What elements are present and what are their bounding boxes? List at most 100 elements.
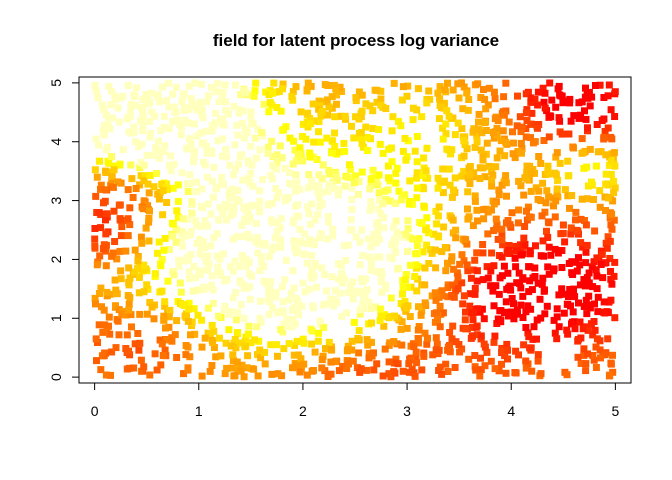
data-point <box>203 284 211 291</box>
data-point <box>323 134 331 142</box>
data-point <box>318 364 326 372</box>
data-point <box>409 104 417 112</box>
data-point <box>472 366 480 374</box>
data-point <box>502 79 510 87</box>
data-point <box>212 88 220 96</box>
data-point <box>534 357 542 365</box>
data-point <box>552 103 560 111</box>
data-point <box>148 108 156 116</box>
y-tick-label: 1 <box>48 314 64 322</box>
data-point <box>415 235 423 243</box>
data-point <box>310 138 318 146</box>
data-point <box>511 254 519 262</box>
data-point <box>156 336 164 344</box>
data-point <box>264 143 272 151</box>
data-point <box>197 243 205 251</box>
data-point <box>377 312 385 320</box>
data-point <box>246 179 254 187</box>
data-point <box>433 340 441 348</box>
data-point <box>169 184 177 192</box>
data-point <box>418 219 426 227</box>
data-point <box>570 285 577 293</box>
data-point <box>452 234 460 242</box>
data-point <box>179 301 187 309</box>
data-point <box>375 171 383 179</box>
y-tick-label: 4 <box>48 138 64 146</box>
data-point <box>174 197 182 205</box>
data-point <box>433 220 441 228</box>
data-point <box>315 97 323 105</box>
data-point <box>92 300 99 308</box>
data-point <box>392 169 400 177</box>
data-point <box>435 233 443 241</box>
data-point <box>367 243 375 251</box>
data-point <box>564 330 572 338</box>
data-point <box>98 101 106 109</box>
data-point <box>423 340 431 348</box>
data-point <box>245 202 253 210</box>
data-point <box>376 317 384 325</box>
data-point <box>441 86 449 94</box>
data-point <box>543 227 550 235</box>
data-point <box>439 165 447 173</box>
data-point <box>520 191 528 199</box>
data-point <box>389 255 397 262</box>
data-point <box>369 166 377 174</box>
data-point <box>584 301 592 309</box>
data-point <box>404 283 411 291</box>
data-point <box>598 250 606 258</box>
data-point <box>604 335 612 343</box>
data-point <box>105 114 113 122</box>
data-point <box>296 237 304 245</box>
data-point <box>300 339 308 347</box>
data-point <box>155 137 162 145</box>
data-point <box>603 244 611 252</box>
data-point <box>561 186 569 194</box>
data-point <box>490 262 498 270</box>
data-point <box>550 265 558 273</box>
data-point <box>238 361 246 369</box>
data-point <box>228 364 236 372</box>
data-point <box>398 96 406 104</box>
data-point <box>261 240 269 247</box>
data-point <box>598 117 606 124</box>
data-point <box>552 171 560 179</box>
data-point <box>275 189 282 197</box>
data-point <box>268 137 276 145</box>
data-point <box>184 317 192 325</box>
data-point <box>288 180 296 188</box>
data-point <box>395 187 403 195</box>
data-point <box>216 334 223 342</box>
data-point <box>296 144 304 152</box>
data-point <box>349 287 356 295</box>
data-point <box>483 263 491 271</box>
data-point <box>188 318 196 326</box>
data-point <box>575 254 582 262</box>
data-point <box>134 253 142 260</box>
data-point <box>306 149 314 157</box>
data-point <box>573 226 581 234</box>
data-point <box>560 97 568 105</box>
data-point <box>93 261 101 269</box>
data-point <box>269 89 276 97</box>
data-point <box>368 338 375 346</box>
data-point <box>125 347 132 355</box>
data-point <box>458 172 466 180</box>
data-point <box>600 298 608 306</box>
data-point <box>473 249 481 257</box>
data-point <box>391 359 398 367</box>
data-point <box>534 195 542 203</box>
data-point <box>398 196 406 204</box>
data-point <box>498 232 506 240</box>
data-point <box>462 325 470 333</box>
data-point <box>541 310 549 318</box>
data-point <box>126 204 134 212</box>
data-point <box>103 288 111 296</box>
data-point <box>289 88 297 96</box>
data-point <box>581 282 589 290</box>
data-point <box>304 203 312 211</box>
data-point <box>235 197 243 205</box>
data-point <box>563 326 571 334</box>
data-point <box>500 111 508 119</box>
data-point <box>526 277 534 285</box>
